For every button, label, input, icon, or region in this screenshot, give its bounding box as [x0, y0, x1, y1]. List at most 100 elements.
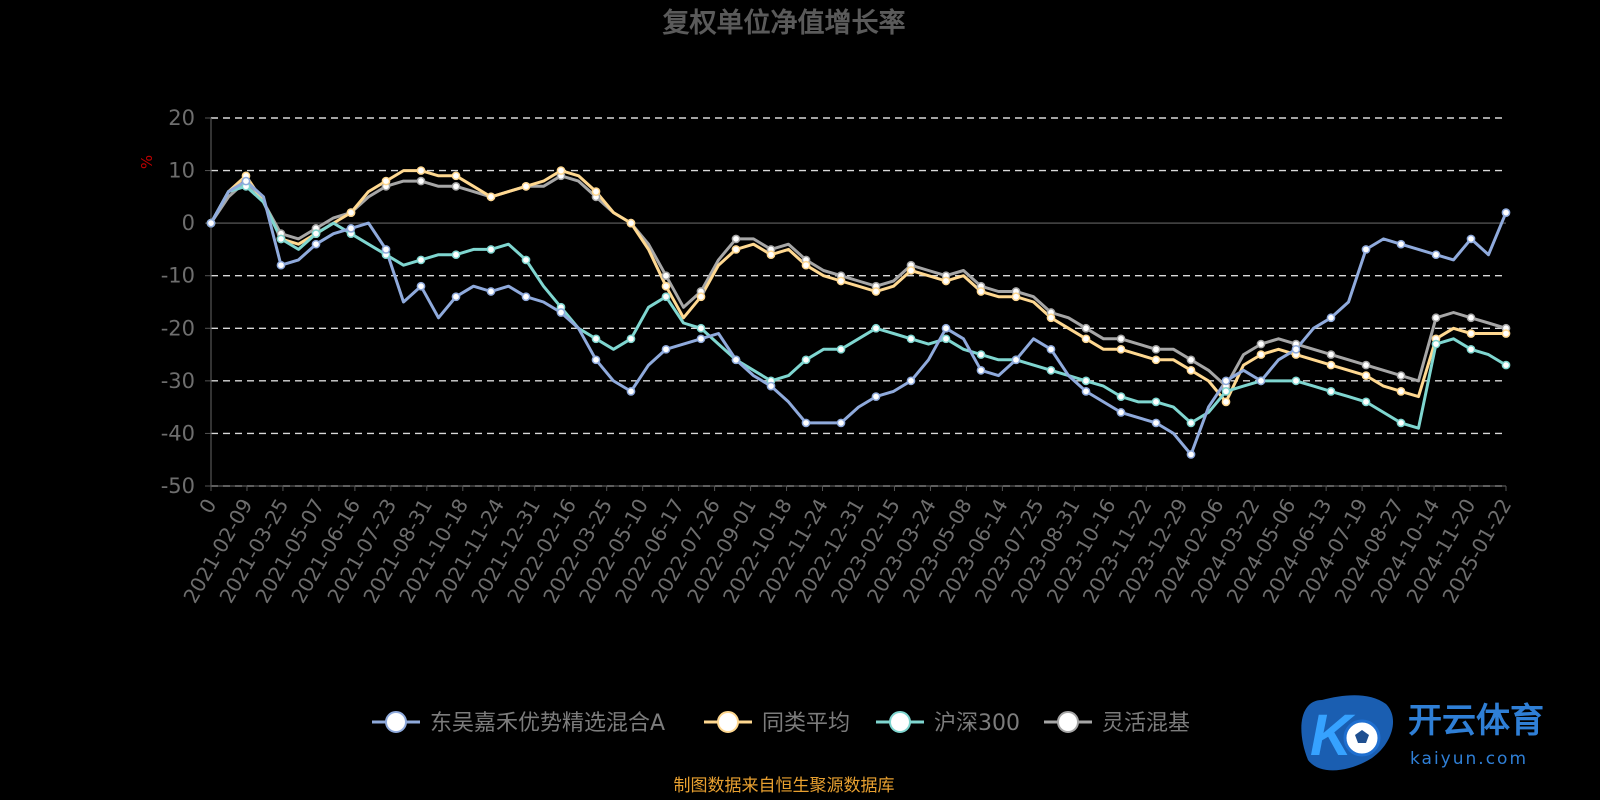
x-axis: 02021-02-092021-03-252021-05-072021-06-1…: [178, 485, 1516, 607]
data-point: [1396, 387, 1406, 396]
data-point: [591, 334, 601, 344]
data-point: [1081, 323, 1091, 333]
data-point: [1256, 339, 1266, 349]
y-tick-label: 10: [168, 159, 195, 183]
data-point: [1326, 387, 1336, 396]
data-point: [1466, 329, 1476, 338]
data-point: [1291, 344, 1301, 354]
y-tick-label: -50: [161, 474, 195, 498]
data-point: [1501, 329, 1511, 338]
data-point: [486, 192, 496, 202]
data-point: [1256, 376, 1266, 386]
series-line: [209, 174, 1507, 388]
data-point: [1116, 408, 1126, 417]
data-point: [941, 334, 951, 344]
y-tick-label: -30: [161, 369, 195, 393]
legend-label: 沪深300: [934, 711, 1020, 736]
data-point: [556, 166, 566, 175]
data-point: [1326, 313, 1336, 323]
logo-emblem: K: [1301, 695, 1394, 771]
y-tick-label: -10: [161, 264, 195, 288]
data-point: [1186, 418, 1196, 428]
grid: [211, 117, 1506, 487]
data-point: [906, 334, 916, 344]
data-point: [1151, 418, 1161, 428]
data-point: [416, 176, 426, 186]
data-point: [1151, 344, 1161, 354]
data-point: [1361, 371, 1371, 380]
data-point: [626, 387, 636, 396]
data-point: [1361, 245, 1371, 254]
data-point: [451, 171, 461, 181]
legend-label: 同类平均: [762, 711, 850, 736]
data-point: [451, 250, 461, 260]
series-markers: [206, 166, 1511, 459]
data-point: [801, 260, 811, 270]
data-point: [381, 176, 391, 186]
data-point: [1466, 234, 1476, 244]
data-point: [1186, 355, 1196, 365]
data-point: [731, 355, 741, 365]
x-tick-label: 0: [194, 495, 221, 518]
data-point: [731, 234, 741, 244]
data-point: [1221, 376, 1231, 386]
data-point: [276, 260, 286, 270]
data-point: [1501, 208, 1511, 217]
data-point: [1326, 350, 1336, 359]
data-point: [346, 208, 356, 217]
data-point: [1151, 397, 1161, 407]
data-point: [626, 218, 636, 228]
data-point: [1081, 376, 1091, 386]
data-point: [976, 350, 986, 359]
data-point: [941, 323, 951, 333]
data-point: [696, 292, 706, 302]
data-point: [1186, 365, 1196, 375]
data-point: [766, 381, 776, 391]
data-point: [661, 292, 671, 302]
data-point: [836, 418, 846, 428]
data-point: [1361, 360, 1371, 370]
data-point: [206, 218, 216, 228]
legend-label: 灵活混基: [1102, 711, 1190, 736]
data-point: [1396, 371, 1406, 380]
logo-url: kaiyun.com: [1410, 749, 1528, 769]
legend-marker: [1057, 711, 1079, 733]
data-point: [1501, 360, 1511, 370]
kaiyun-logo: K 开云体育 kaiyun.com: [1301, 695, 1544, 771]
chart-title: 复权单位净值增长率: [663, 7, 906, 39]
data-point: [906, 376, 916, 386]
data-point: [1116, 392, 1126, 401]
data-point: [941, 276, 951, 286]
legend-marker: [385, 711, 407, 733]
data-point: [1011, 355, 1021, 365]
data-point: [801, 355, 811, 365]
data-point: [1116, 334, 1126, 344]
data-point: [1081, 334, 1091, 344]
data-point: [521, 255, 531, 265]
data-point: [906, 266, 916, 275]
source-note: 制图数据来自恒生聚源数据库: [674, 776, 895, 796]
data-point: [626, 334, 636, 344]
data-point: [451, 292, 461, 302]
y-axis-unit: %: [138, 155, 156, 169]
data-point: [521, 292, 531, 302]
data-point: [1431, 313, 1441, 323]
data-point: [731, 245, 741, 254]
data-point: [871, 392, 881, 401]
data-point: [1431, 339, 1441, 349]
data-point: [1221, 397, 1231, 407]
series-line: [209, 184, 1507, 430]
data-point: [871, 287, 881, 296]
data-point: [346, 224, 356, 233]
data-point: [1466, 344, 1476, 354]
data-point: [1291, 376, 1301, 386]
data-point: [1221, 387, 1231, 396]
data-point: [1046, 365, 1056, 375]
data-point: [1046, 313, 1056, 323]
data-point: [311, 239, 321, 249]
legend-label: 东吴嘉禾优势精选混合A: [430, 711, 665, 736]
data-point: [591, 187, 601, 196]
data-point: [311, 229, 321, 239]
data-point: [661, 271, 671, 281]
